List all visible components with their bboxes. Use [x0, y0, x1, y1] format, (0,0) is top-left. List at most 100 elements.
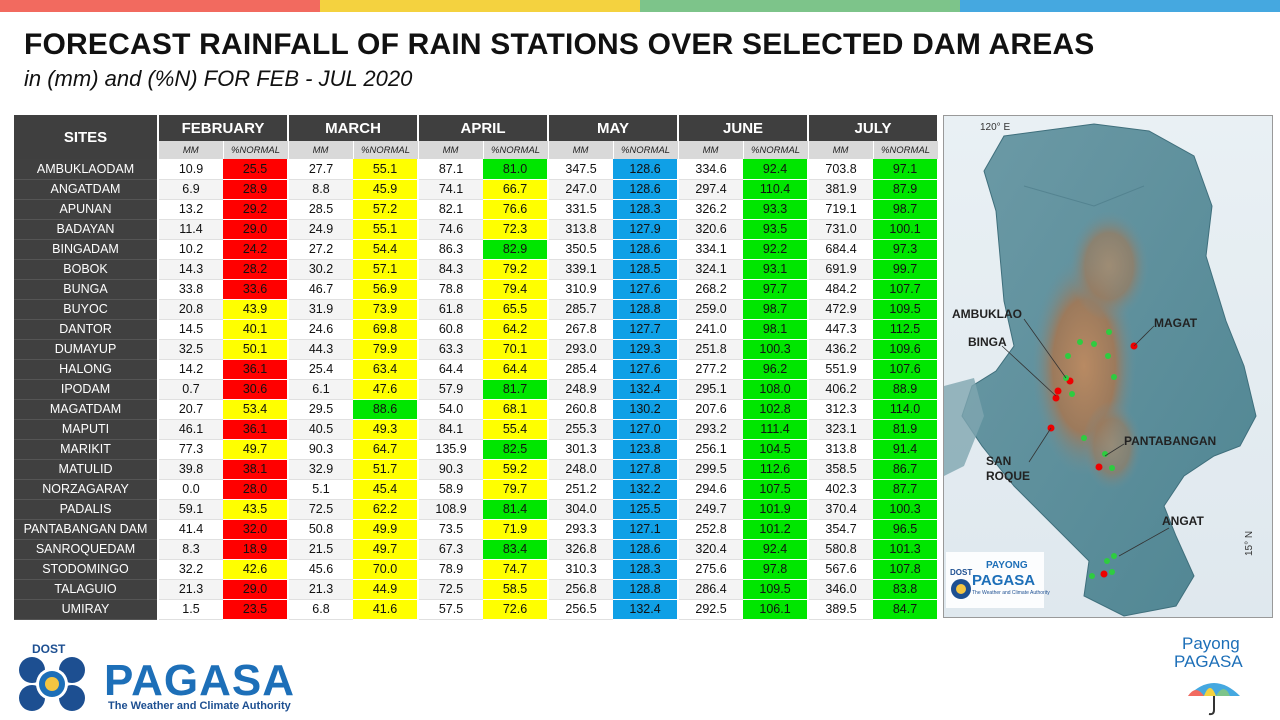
mm-value-cell: 293.2 — [678, 419, 744, 440]
percent-normal-cell: 130.2 — [613, 399, 680, 420]
percent-normal-cell: 127.6 — [613, 359, 680, 380]
mm-value-cell: 33.8 — [158, 279, 223, 300]
mm-value-cell: 58.9 — [418, 479, 484, 500]
mm-value-cell: 45.6 — [288, 559, 353, 580]
percent-normal-cell: 127.9 — [613, 219, 680, 240]
mm-value-cell: 32.9 — [288, 459, 353, 480]
site-name-cell: PANTABANGAN DAM — [14, 519, 159, 540]
mm-value-cell: 28.5 — [288, 199, 353, 220]
percent-normal-cell: 28.2 — [223, 259, 289, 280]
percent-normal-cell: 81.4 — [483, 499, 550, 520]
percent-normal-cell: 98.7 — [873, 199, 940, 220]
mm-value-cell: 295.1 — [678, 379, 744, 400]
table-row: APUNAN 13.2 29.2 28.5 57.2 82.1 76.6 331.5 128.3… — [14, 199, 940, 220]
mm-subheader: MM — [158, 141, 224, 159]
umbrella-icon — [1188, 683, 1240, 716]
mm-value-cell: 484.2 — [808, 279, 874, 300]
mm-value-cell: 256.1 — [678, 439, 744, 460]
percent-normal-cell: 64.2 — [483, 319, 550, 340]
mm-value-cell: 313.8 — [548, 219, 614, 240]
subheader-row: MM %NORMAL MM %NORMAL MM %NORMAL MM %NOR… — [14, 141, 939, 159]
table-row: STODOMINGO 32.2 42.6 45.6 70.0 78.9 74.7 310.3 1… — [14, 559, 940, 580]
rainfall-table-body: AMBUKLAODAM 10.9 25.5 27.7 55.1 87.1 81.0 347.5… — [14, 159, 940, 620]
percent-normal-cell: 24.2 — [223, 239, 289, 260]
mm-value-cell: 46.1 — [158, 419, 223, 440]
percent-normal-cell: 25.5 — [223, 159, 289, 180]
mm-value-cell: 31.9 — [288, 299, 353, 320]
site-name-cell: PADALIS — [14, 499, 159, 520]
percent-normal-cell: 81.9 — [873, 419, 940, 440]
percent-normal-cell: 28.0 — [223, 479, 289, 500]
map-label-ambuklao: AMBUKLAO — [952, 307, 1022, 321]
percent-normal-cell: 40.1 — [223, 319, 289, 340]
pct-subheader: %NORMAL — [223, 141, 289, 159]
percent-normal-cell: 93.3 — [743, 199, 810, 220]
percent-normal-cell: 128.6 — [613, 539, 680, 560]
table-row: BUYOC 20.8 43.9 31.9 73.9 61.8 65.5 285.7 128.8 2… — [14, 299, 940, 320]
percent-normal-cell: 62.2 — [353, 499, 420, 520]
percent-normal-cell: 84.7 — [873, 599, 940, 620]
percent-normal-cell: 33.6 — [223, 279, 289, 300]
mm-value-cell: 472.9 — [808, 299, 874, 320]
site-name-cell: ANGATDAM — [14, 179, 159, 200]
site-name-cell: BUNGA — [14, 279, 159, 300]
mm-value-cell: 320.6 — [678, 219, 744, 240]
mm-value-cell: 74.6 — [418, 219, 484, 240]
mm-value-cell: 267.8 — [548, 319, 614, 340]
mm-subheader: MM — [288, 141, 354, 159]
map-logo-emblem-icon — [951, 579, 971, 599]
mm-value-cell: 248.9 — [548, 379, 614, 400]
percent-normal-cell: 98.7 — [743, 299, 810, 320]
percent-normal-cell: 132.2 — [613, 479, 680, 500]
mm-value-cell: 370.4 — [808, 499, 874, 520]
mm-value-cell: 331.5 — [548, 199, 614, 220]
mm-value-cell: 310.9 — [548, 279, 614, 300]
table-row: UMIRAY 1.5 23.5 6.8 41.6 57.5 72.6 256.5 132.4 29… — [14, 599, 940, 620]
mm-value-cell: 6.1 — [288, 379, 353, 400]
mm-value-cell: 20.7 — [158, 399, 223, 420]
percent-normal-cell: 97.7 — [743, 279, 810, 300]
map-label-angat: ANGAT — [1162, 514, 1204, 528]
mm-value-cell: 24.9 — [288, 219, 353, 240]
percent-normal-cell: 57.1 — [353, 259, 420, 280]
mm-value-cell: 247.0 — [548, 179, 614, 200]
percent-normal-cell: 109.6 — [873, 339, 940, 360]
percent-normal-cell: 102.8 — [743, 399, 810, 420]
mm-subheader: MM — [548, 141, 614, 159]
percent-normal-cell: 109.5 — [873, 299, 940, 320]
percent-normal-cell: 29.0 — [223, 219, 289, 240]
month-header: FEBRUARY — [158, 115, 289, 141]
mm-value-cell: 551.9 — [808, 359, 874, 380]
site-name-cell: UMIRAY — [14, 599, 159, 620]
percent-normal-cell: 49.7 — [223, 439, 289, 460]
percent-normal-cell: 128.6 — [613, 179, 680, 200]
site-name-cell: BOBOK — [14, 259, 159, 280]
map-label-san: SAN — [986, 454, 1012, 468]
percent-normal-cell: 100.3 — [873, 499, 940, 520]
page-title: FORECAST RAINFALL OF RAIN STATIONS OVER … — [24, 28, 1095, 61]
mm-value-cell: 14.3 — [158, 259, 223, 280]
month-header: MARCH — [288, 115, 420, 141]
mm-value-cell: 14.2 — [158, 359, 223, 380]
table-row: BOBOK 14.3 28.2 30.2 57.1 84.3 79.2 339.1 128.5 3… — [14, 259, 940, 280]
table-row: ANGATDAM 6.9 28.9 8.8 45.9 74.1 66.7 247.0 128.6… — [14, 179, 940, 200]
percent-normal-cell: 64.7 — [353, 439, 420, 460]
mm-value-cell: 259.0 — [678, 299, 744, 320]
mm-value-cell: 5.1 — [288, 479, 353, 500]
percent-normal-cell: 43.9 — [223, 299, 289, 320]
percent-normal-cell: 58.5 — [483, 579, 550, 600]
percent-normal-cell: 100.1 — [873, 219, 940, 240]
mm-value-cell: 277.2 — [678, 359, 744, 380]
mm-value-cell: 251.8 — [678, 339, 744, 360]
percent-normal-cell: 79.2 — [483, 259, 550, 280]
mm-value-cell: 78.8 — [418, 279, 484, 300]
percent-normal-cell: 108.0 — [743, 379, 810, 400]
pagasa-logo: DOST PAGASA The Weather and Climate Auth… — [12, 642, 312, 714]
percent-normal-cell: 71.9 — [483, 519, 550, 540]
mm-value-cell: 248.0 — [548, 459, 614, 480]
rainfall-table-container: SITES FEBRUARY MARCH APRIL MAY JUNE JULY… — [14, 115, 940, 620]
percent-normal-cell: 55.4 — [483, 419, 550, 440]
percent-normal-cell: 36.1 — [223, 419, 289, 440]
mm-value-cell: 260.8 — [548, 399, 614, 420]
percent-normal-cell: 101.2 — [743, 519, 810, 540]
